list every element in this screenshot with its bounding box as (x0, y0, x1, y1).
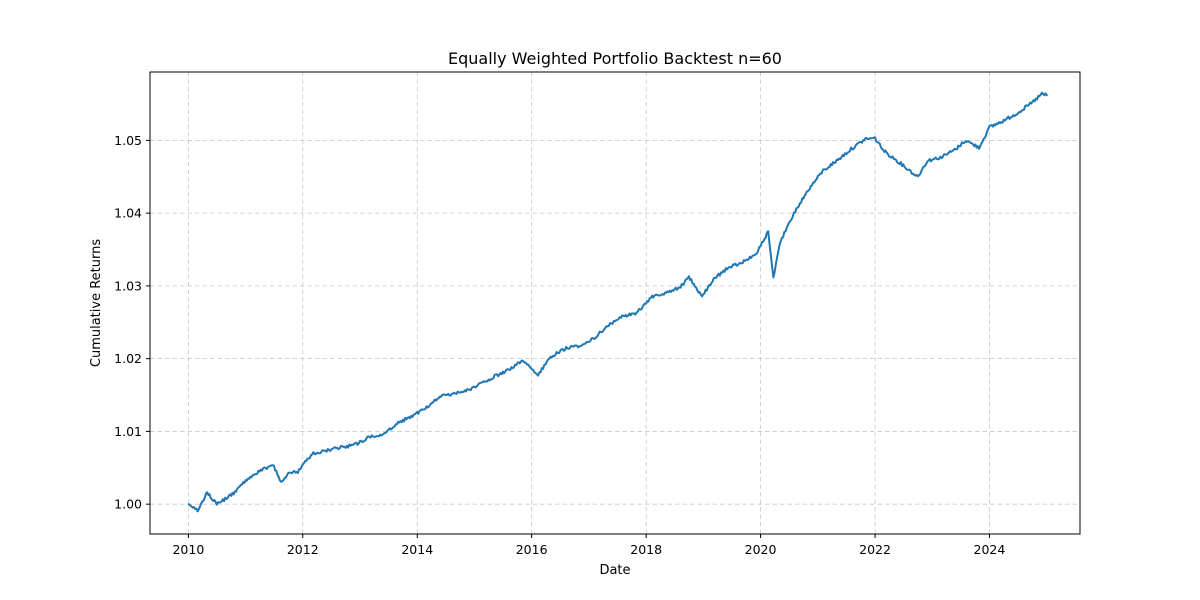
plot-frame (149, 71, 1081, 535)
grid (150, 72, 1080, 534)
x-tick-label: 2012 (287, 542, 319, 557)
y-tick-label: 1.02 (114, 351, 142, 366)
x-tick-label: 2022 (859, 542, 891, 557)
x-tick-label: 2014 (401, 542, 433, 557)
y-axis-label: Cumulative Returns (89, 239, 104, 367)
y-tick-label: 1.01 (114, 424, 142, 439)
series-layer (187, 91, 1048, 513)
x-tick-label: 2016 (516, 542, 548, 557)
x-axis-label: Date (599, 563, 630, 578)
x-axis: 2010 2012 2014 2016 2018 2020 2022 2024 (172, 534, 1005, 557)
y-tick-label: 1.04 (114, 206, 142, 221)
x-tick-label: 2024 (974, 542, 1006, 557)
x-tick-label: 2018 (630, 542, 662, 557)
x-tick-label: 2020 (745, 542, 777, 557)
series-line (187, 91, 1048, 513)
chart-title: Equally Weighted Portfolio Backtest n=60 (448, 49, 782, 68)
y-tick-label: 1.05 (114, 133, 142, 148)
y-axis: 1.00 1.01 1.02 1.03 1.04 1.05 (114, 133, 150, 512)
y-tick-label: 1.03 (114, 278, 142, 293)
x-tick-label: 2010 (172, 542, 204, 557)
y-tick-label: 1.00 (114, 497, 142, 512)
